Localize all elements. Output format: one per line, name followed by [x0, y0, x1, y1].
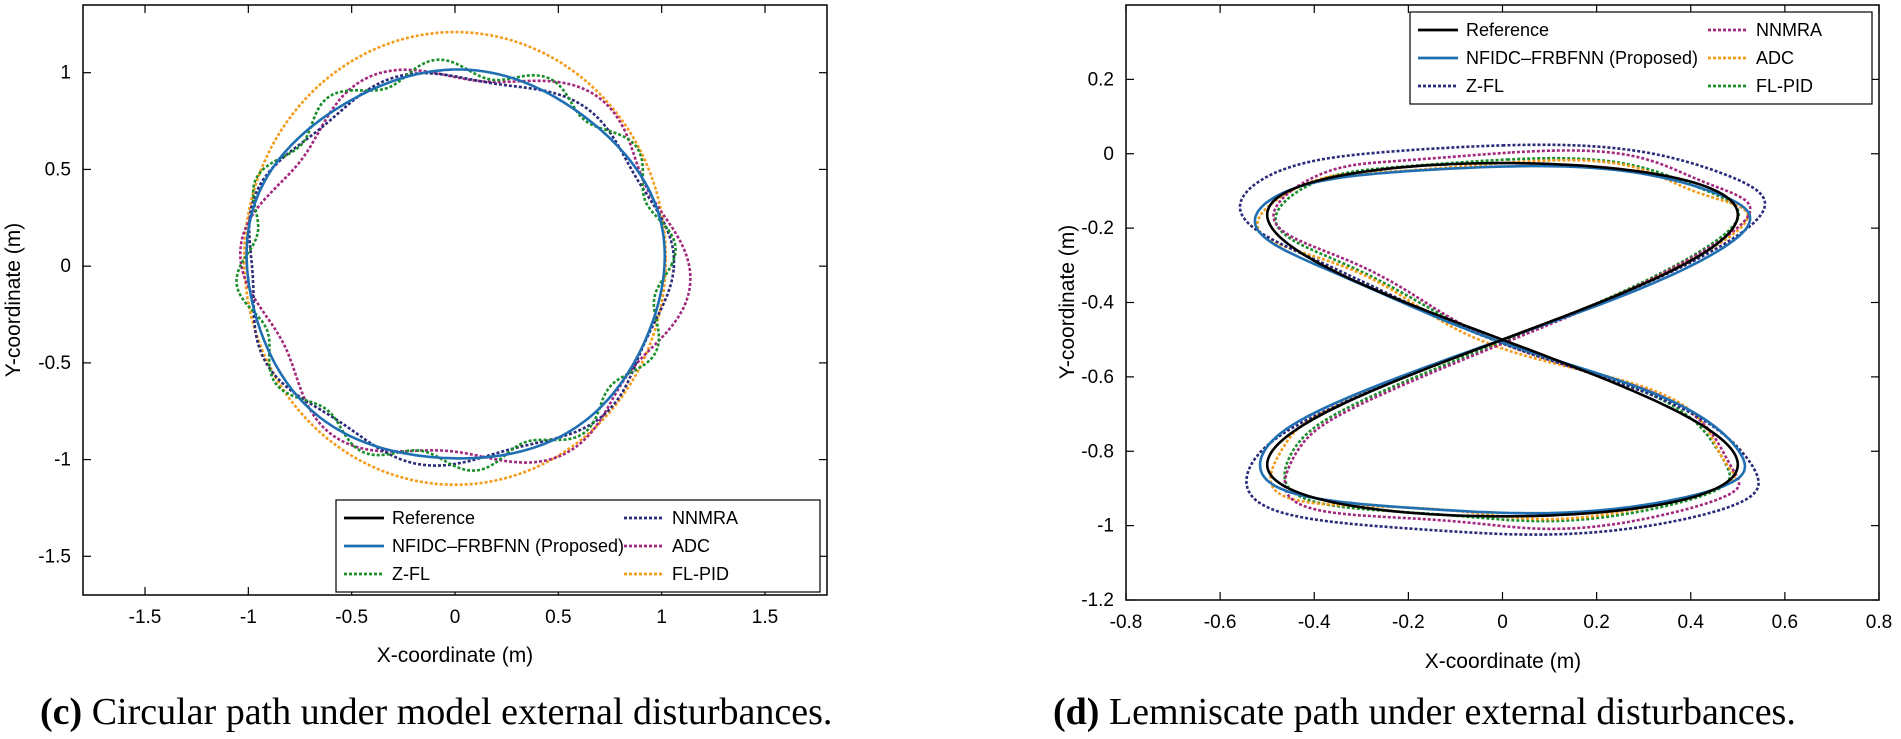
legend-label: Z-FL [1466, 76, 1504, 96]
legend: Reference NFIDC–FRBFNN (Proposed) Z-FL NNMR… [335, 499, 821, 593]
legend-item-adc: ADC [624, 536, 710, 556]
x-tick-label: -0.2 [1392, 612, 1425, 633]
x-tick-label: 0 [450, 607, 461, 628]
y-tick-label: 0.5 [45, 159, 71, 180]
caption: (c) Circular path under model external d… [40, 691, 832, 733]
series-group [1238, 143, 1767, 536]
series-line-fl-pid [1274, 156, 1741, 523]
chart-panel-lemniscate: -0.8 -0.6 -0.4 -0.2 0 0.2 0.4 0.6 0.8 0.2 0 -0.2 -0.… [1053, 4, 1892, 733]
series-line-z-fl [235, 58, 677, 472]
x-tick-label: -0.6 [1204, 612, 1237, 633]
x-tick-label: 1.5 [752, 607, 778, 628]
y-tick-label: -0.5 [38, 353, 71, 374]
caption-text: Lemniscate path under external disturban… [1099, 691, 1795, 733]
x-axis-label: X-coordinate (m) [1425, 650, 1581, 673]
y-tick-label: -1.2 [1081, 590, 1114, 611]
series-line-nfidc-frbfnn-proposed- [1253, 164, 1752, 515]
series-line-nnmra [247, 71, 676, 467]
legend-label: NFIDC–FRBFNN (Proposed) [392, 536, 624, 556]
legend-box [335, 499, 821, 593]
y-tick-label: -1.5 [38, 546, 71, 567]
y-tick-label: -0.4 [1081, 293, 1114, 314]
legend-item-reference: Reference [344, 508, 475, 528]
x-tick-label: 0.5 [545, 607, 571, 628]
legend-item-nnmra: NNMRA [624, 508, 738, 528]
legend-item-nfidc-frbfnn-proposed-: NFIDC–FRBFNN (Proposed) [1418, 48, 1698, 68]
axis-ticks: -0.8 -0.6 -0.4 -0.2 0 0.2 0.4 0.6 0.8 0.2 0 -0.2 -0.… [1081, 5, 1892, 633]
legend-label: NNMRA [672, 508, 738, 528]
legend-item-nfidc-frbfnn-proposed-: NFIDC–FRBFNN (Proposed) [344, 536, 624, 556]
legend-item-z-fl: Z-FL [344, 564, 430, 584]
x-axis-label: X-coordinate (m) [377, 644, 533, 667]
legend-item-fl-pid: FL-PID [1708, 76, 1813, 96]
legend-label: FL-PID [1756, 76, 1813, 96]
series-group [235, 32, 692, 486]
chart-panel-circular: -1.5 -1 -0.5 0 0.5 1 1.5 1 0.5 0 -0.5 -1 -1.5 X-coor… [2, 5, 832, 733]
y-tick-label: 0 [60, 256, 71, 277]
series-line-nfidc-frbfnn-proposed- [245, 68, 667, 460]
x-tick-label: 0.8 [1866, 612, 1892, 633]
legend-label: ADC [672, 536, 710, 556]
y-axis-label: Y-coordinate (m) [2, 223, 25, 377]
legend-label: ADC [1756, 48, 1794, 68]
y-tick-label: 0 [1103, 144, 1114, 165]
legend-item-z-fl: Z-FL [1418, 76, 1504, 96]
caption-text: Circular path under model external distu… [82, 691, 832, 733]
legend-label: Z-FL [392, 564, 430, 584]
x-tick-label: 0.4 [1678, 612, 1705, 633]
x-tick-label: 1 [656, 607, 667, 628]
legend-item-adc: ADC [1708, 48, 1794, 68]
legend-box [1409, 11, 1873, 105]
series-line-z-fl [1238, 143, 1767, 536]
y-tick-label: 1 [60, 63, 71, 84]
y-tick-label: -0.6 [1081, 367, 1114, 388]
x-tick-label: 0.6 [1772, 612, 1798, 633]
y-tick-label: -1 [54, 450, 71, 471]
y-tick-label: -1 [1097, 516, 1114, 537]
y-tick-label: -0.8 [1081, 441, 1114, 462]
y-axis-label: Y-coordinate (m) [1056, 225, 1079, 379]
x-tick-label: -0.8 [1110, 612, 1143, 633]
series-line-reference [1265, 161, 1740, 518]
x-tick-label: -0.4 [1298, 612, 1331, 633]
x-tick-label: 0 [1497, 612, 1508, 633]
legend-label: Reference [1466, 20, 1549, 40]
x-tick-label: -0.5 [335, 607, 368, 628]
legend-label: Reference [392, 508, 475, 528]
legend-label: FL-PID [672, 564, 729, 584]
series-line-adc [239, 68, 692, 464]
legend-label: NNMRA [1756, 20, 1822, 40]
x-tick-label: -1.5 [129, 607, 162, 628]
x-tick-label: -1 [240, 607, 257, 628]
legend-item-reference: Reference [1418, 20, 1549, 40]
caption-label: (d) [1053, 691, 1099, 733]
legend-item-nnmra: NNMRA [1708, 20, 1822, 40]
y-tick-label: 0.2 [1088, 69, 1114, 90]
series-line-nnmra [1272, 149, 1752, 531]
legend-item-fl-pid: FL-PID [624, 564, 729, 584]
caption-label: (c) [40, 691, 82, 733]
caption: (d) Lemniscate path under external distu… [1053, 691, 1796, 733]
legend-label: NFIDC–FRBFNN (Proposed) [1466, 48, 1698, 68]
x-tick-label: 0.2 [1583, 612, 1609, 633]
legend: Reference NFIDC–FRBFNN (Proposed) Z-FL NNMR… [1409, 11, 1873, 105]
y-tick-label: -0.2 [1081, 218, 1114, 239]
